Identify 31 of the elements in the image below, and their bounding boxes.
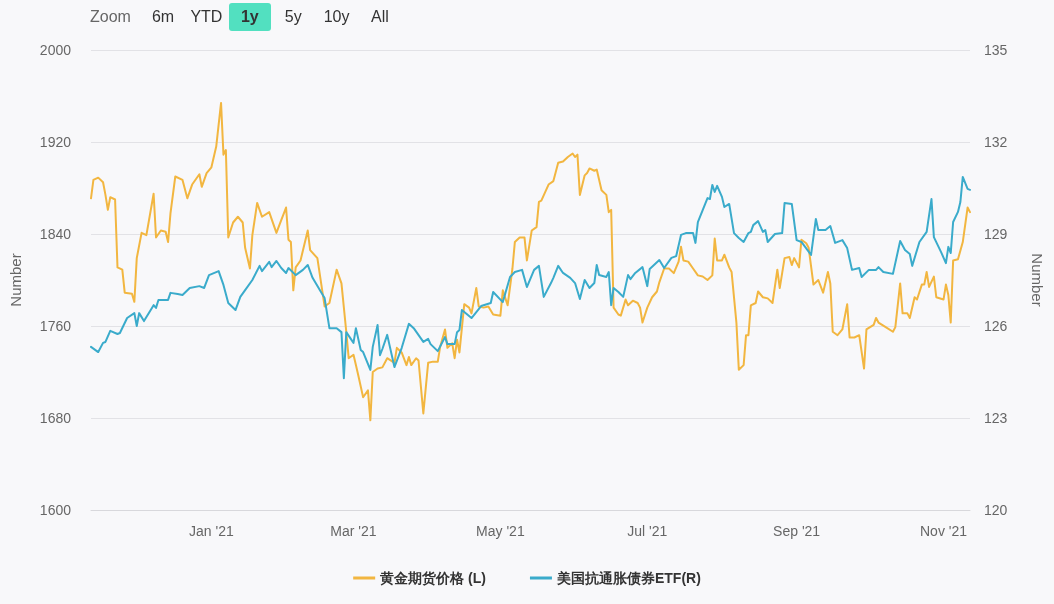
y-tick-label: 1920 (39, 134, 72, 150)
x-tick-label: May '21 (476, 523, 525, 539)
text: YTD (190, 7, 223, 27)
y-axis-title: Number (7, 253, 24, 307)
x-tick-label: Jan '21 (189, 523, 234, 539)
y2-tick-label: 120 (984, 502, 1008, 518)
x-tick-label: Sep '21 (773, 523, 821, 539)
y-tick-label: 2000 (39, 42, 72, 58)
text: 6m (151, 7, 175, 27)
y2-tick-label: 126 (984, 318, 1008, 334)
y2-tick-label: 129 (984, 226, 1008, 242)
text: 5y (284, 7, 302, 27)
y-tick-label: 1840 (39, 226, 72, 242)
legend-label: 黄金期货价格 (L) (379, 570, 486, 586)
y-tick-label: 1680 (39, 410, 72, 426)
x-tick-label: Nov '21 (919, 523, 968, 539)
y2-tick-label: 135 (984, 42, 1008, 58)
legend-label: 美国抗通胀债券ETF(R) (555, 570, 701, 586)
text: All (371, 7, 389, 27)
y-tick-label: 1600 (39, 502, 72, 518)
x-tick-label: Mar '21 (330, 523, 377, 539)
x-tick-label: Jul '21 (627, 523, 668, 539)
text: Zoom (90, 7, 131, 27)
text: 1y (240, 7, 259, 27)
y2-tick-label: 123 (984, 410, 1008, 426)
line-series (90, 101, 971, 422)
y2-axis-title: Number (1029, 253, 1046, 307)
text: 10y (323, 7, 350, 27)
y-tick-label: 1760 (39, 318, 72, 334)
y2-tick-label: 132 (984, 134, 1008, 150)
line-series (90, 175, 971, 380)
